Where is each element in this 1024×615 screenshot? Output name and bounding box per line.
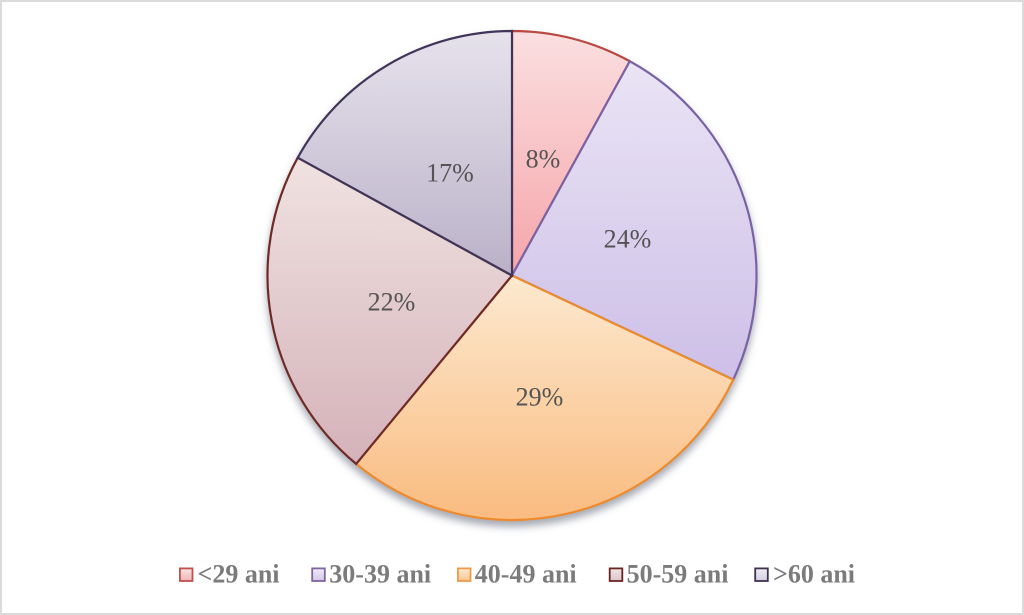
svg-text:22%: 22%: [368, 288, 416, 317]
svg-text:50-59 ani: 50-59 ani: [627, 560, 729, 589]
svg-text:30-39 ani: 30-39 ani: [329, 560, 431, 589]
svg-text:8%: 8%: [526, 145, 561, 174]
svg-text:17%: 17%: [426, 159, 474, 188]
svg-text:24%: 24%: [604, 225, 652, 254]
svg-text:40-49 ani: 40-49 ani: [475, 560, 577, 589]
svg-text:<29 ani: <29 ani: [198, 560, 280, 589]
svg-text:>60 ani: >60 ani: [773, 560, 855, 589]
svg-text:29%: 29%: [516, 382, 564, 411]
